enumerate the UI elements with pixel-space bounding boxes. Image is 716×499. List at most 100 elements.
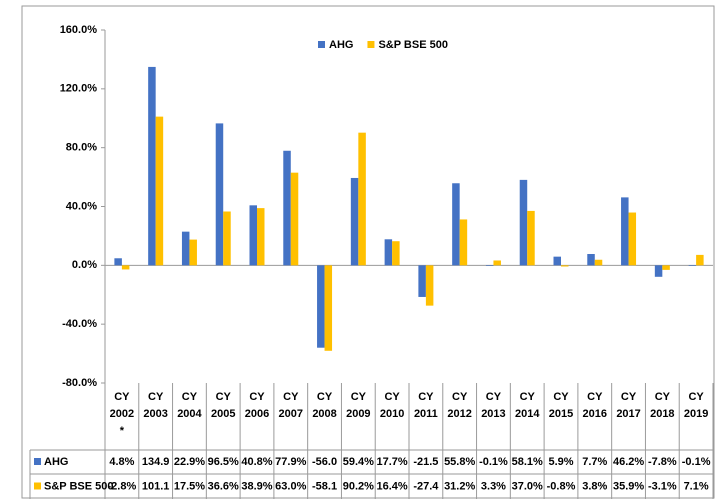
x-tick-label: CY xyxy=(621,391,637,403)
bar xyxy=(485,265,494,266)
data-label: 101.1 xyxy=(142,480,170,492)
x-tick-label: CY xyxy=(283,391,299,403)
legend-key xyxy=(318,41,325,48)
x-tick-label: CY xyxy=(520,391,536,403)
bar xyxy=(594,259,603,266)
bar xyxy=(425,265,434,306)
x-tick-label: 2007 xyxy=(279,408,303,420)
legend-key xyxy=(34,482,41,490)
y-tick-label: 0.0% xyxy=(72,259,97,271)
x-tick-label: 2019 xyxy=(684,408,708,420)
data-label: 77.9% xyxy=(275,456,306,468)
bar xyxy=(654,265,663,277)
data-label: 16.4% xyxy=(377,480,408,492)
x-tick-label: 2004 xyxy=(177,408,202,420)
data-label: -0.1% xyxy=(479,456,508,468)
x-tick-label: 2006 xyxy=(245,408,269,420)
data-label: 96.5% xyxy=(208,456,239,468)
legend-key xyxy=(34,458,41,465)
row-label: S&P BSE 500 xyxy=(44,480,114,492)
x-tick-label: 2014 xyxy=(515,408,540,420)
bar xyxy=(148,66,156,266)
bar xyxy=(628,212,637,266)
bar xyxy=(519,179,528,266)
data-label: -0.1% xyxy=(682,456,711,468)
data-label: 7.7% xyxy=(582,456,607,468)
bar xyxy=(181,231,190,266)
y-tick-label: 40.0% xyxy=(66,200,97,212)
data-label: 4.8% xyxy=(109,456,134,468)
bar xyxy=(215,123,224,266)
bar xyxy=(527,210,535,266)
x-tick-label: CY xyxy=(587,391,603,403)
legend-key xyxy=(367,41,375,48)
bar xyxy=(114,258,122,266)
y-tick-label: 80.0% xyxy=(66,142,97,154)
bar xyxy=(392,241,400,266)
bar xyxy=(553,256,561,266)
data-label: 7.1% xyxy=(684,480,709,492)
x-tick-label: CY xyxy=(688,391,704,403)
y-tick-label: -40.0% xyxy=(62,318,97,330)
x-tick-label: CY xyxy=(351,391,367,403)
x-tick-label: 2009 xyxy=(346,408,370,420)
data-label: -56.0 xyxy=(312,456,337,468)
bar xyxy=(688,265,697,266)
bar xyxy=(696,254,704,266)
x-tick-label: * xyxy=(120,425,125,437)
x-tick-label: 2002 xyxy=(110,408,134,420)
x-tick-label: CY xyxy=(452,391,468,403)
bar xyxy=(290,172,299,266)
x-tick-label: CY xyxy=(249,391,265,403)
legend-label: S&P BSE 500 xyxy=(378,39,448,51)
data-label: 63.0% xyxy=(275,480,306,492)
x-tick-label: CY xyxy=(114,391,130,403)
x-tick-label: CY xyxy=(418,391,434,403)
bar xyxy=(384,239,393,266)
x-tick-label: 2011 xyxy=(414,408,438,420)
bar xyxy=(324,265,333,351)
bar xyxy=(418,265,426,297)
x-tick-label: CY xyxy=(216,391,232,403)
x-tick-label: 2012 xyxy=(447,408,471,420)
x-tick-label: 2013 xyxy=(481,408,505,420)
row-label: AHG xyxy=(44,456,68,468)
data-label: 90.2% xyxy=(343,480,374,492)
x-tick-label: CY xyxy=(148,391,164,403)
bar xyxy=(121,265,130,270)
bar xyxy=(257,208,265,266)
y-tick-label: -80.0% xyxy=(62,377,97,389)
bar xyxy=(662,265,670,270)
data-label: 46.2% xyxy=(613,456,644,468)
data-label: 31.2% xyxy=(444,480,475,492)
x-tick-label: CY xyxy=(553,391,569,403)
bar xyxy=(621,197,629,266)
y-tick-label: 160.0% xyxy=(60,24,98,36)
data-label: -3.1% xyxy=(648,480,677,492)
data-label: 134.9 xyxy=(142,456,170,468)
data-label: 59.4% xyxy=(343,456,374,468)
bar xyxy=(189,239,197,266)
data-label: 17.5% xyxy=(174,480,205,492)
x-tick-label: 2008 xyxy=(312,408,336,420)
data-label: -21.5 xyxy=(413,456,438,468)
x-tick-label: CY xyxy=(486,391,502,403)
bar xyxy=(358,132,366,266)
bar xyxy=(561,265,569,267)
data-label: 36.6% xyxy=(208,480,239,492)
data-label: 3.3% xyxy=(481,480,506,492)
data-label: 55.8% xyxy=(444,456,475,468)
data-label: -7.8% xyxy=(648,456,677,468)
y-tick-label: 120.0% xyxy=(60,83,98,95)
x-tick-label: 2010 xyxy=(380,408,404,420)
bar xyxy=(350,177,359,266)
data-label: -0.8% xyxy=(547,480,576,492)
x-tick-label: 2017 xyxy=(616,408,640,420)
data-label: 3.8% xyxy=(582,480,607,492)
x-tick-label: 2005 xyxy=(211,408,235,420)
x-tick-label: CY xyxy=(384,391,400,403)
chart-border xyxy=(21,5,715,499)
x-tick-label: 2015 xyxy=(549,408,573,420)
x-tick-label: CY xyxy=(317,391,333,403)
data-label: -2.8% xyxy=(108,480,137,492)
